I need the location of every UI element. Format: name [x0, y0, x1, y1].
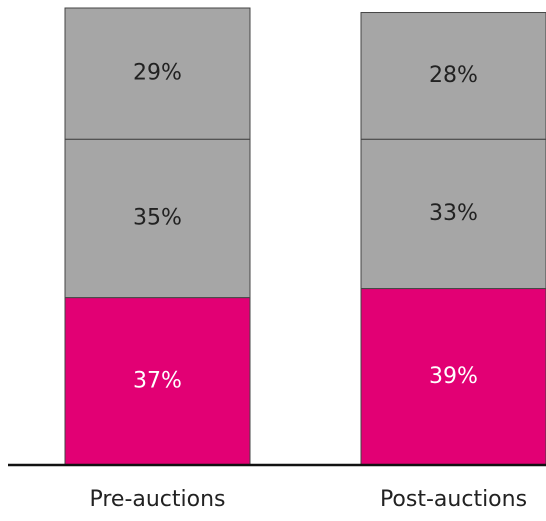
bar-segment: [64, 138, 251, 299]
value-label: 37%: [133, 368, 182, 393]
bar-segment: [64, 297, 251, 466]
x-tick-label: Post-auctions: [380, 487, 527, 512]
bar-segment: [360, 12, 546, 140]
bar-segment: [360, 288, 546, 466]
bar-segment: [64, 7, 251, 140]
x-tick-label: Pre-auctions: [89, 487, 225, 512]
value-label: 35%: [133, 205, 182, 230]
bar-segment: [360, 138, 546, 290]
value-label: 33%: [429, 201, 478, 226]
value-label: 28%: [429, 63, 478, 88]
value-label: 29%: [133, 61, 182, 86]
value-label: 39%: [429, 364, 478, 389]
